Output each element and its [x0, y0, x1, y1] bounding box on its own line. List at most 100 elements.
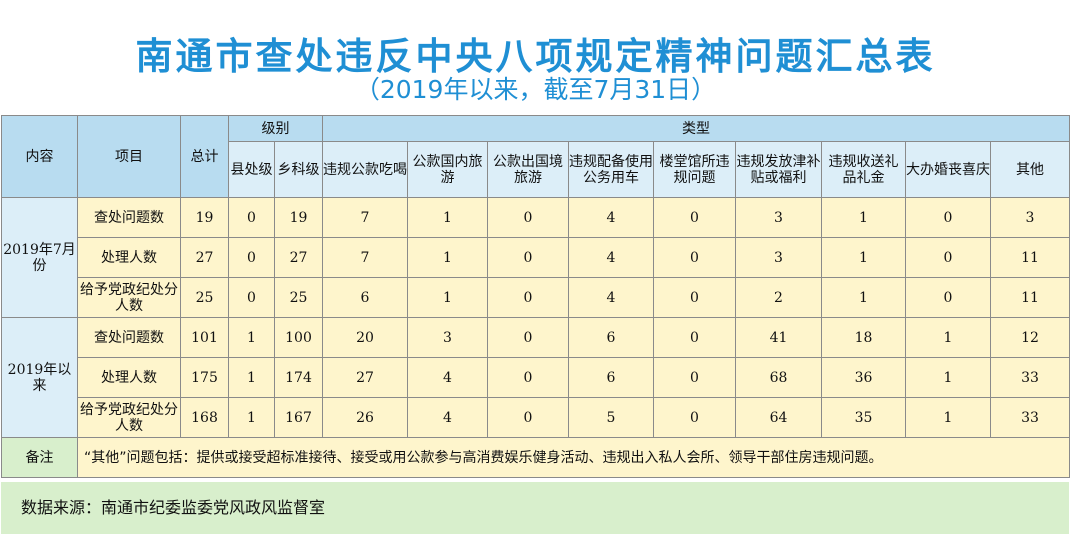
- table-cell: 4: [407, 397, 488, 438]
- table-cell: 1: [228, 357, 275, 398]
- header-type-other: 其他: [989, 141, 1071, 198]
- period-label: 2019年7月份: [1, 197, 78, 318]
- table-cell: 33: [989, 397, 1071, 438]
- table-cell: 6: [568, 357, 654, 398]
- table-cell: 0: [487, 317, 569, 358]
- note-text: “其他”问题包括：提供或接受超标准接待、接受或用公款参与高消费娱乐健身活动、违规…: [76, 437, 1071, 478]
- table-cell: 35: [821, 397, 906, 438]
- table-cell: 25: [180, 277, 229, 318]
- table-cell: 1: [407, 197, 488, 238]
- row-item-label: 处理人数: [77, 357, 181, 398]
- table-cell: 4: [568, 237, 654, 278]
- table-cell: 18: [821, 317, 906, 358]
- table-cell: 0: [653, 397, 736, 438]
- table-cell: 0: [487, 197, 569, 238]
- summary-table: 内容 项目 总计 级别 类型 县处级 乡科级 违规公款吃喝 公款国内旅游 公款出…: [1, 115, 1071, 478]
- table-cell: 175: [180, 357, 229, 398]
- table-cell: 7: [322, 197, 408, 238]
- note-label: 备注: [1, 437, 78, 478]
- table-cell: 1: [905, 397, 991, 438]
- table-cell: 5: [568, 397, 654, 438]
- table-cell: 1: [905, 357, 991, 398]
- header-type-subsidies: 违规发放津补贴或福利: [735, 141, 822, 198]
- table-cell: 174: [274, 357, 323, 398]
- header-content: 内容: [1, 115, 78, 198]
- table-cell: 100: [274, 317, 323, 358]
- table-cell: 167: [274, 397, 323, 438]
- table-cell: 26: [322, 397, 408, 438]
- page-title: 南通市查处违反中央八项规定精神问题汇总表: [135, 35, 936, 78]
- table-row: 2019年以来 查处问题数 101 1 100 20 3 0 6 0 41 18 1 12: [1, 317, 1071, 438]
- table-cell: 0: [905, 237, 991, 278]
- table-cell: 4: [568, 197, 654, 238]
- table-cell: 101: [180, 317, 229, 358]
- table-cell: 25: [274, 277, 323, 318]
- header-type-official-car: 违规配备使用公务用车: [568, 141, 654, 198]
- header-item: 项目: [77, 115, 181, 198]
- table-cell: 0: [228, 237, 275, 278]
- row-item-label: 查处问题数: [77, 197, 181, 238]
- table-cell: 19: [274, 197, 323, 238]
- table-row: 给予党政纪处分人数 168 1 167 26 4 0 5 0 64 35 1 33: [2, 397, 1071, 438]
- table-cell: 0: [905, 277, 991, 318]
- table-cell: 0: [487, 397, 569, 438]
- table-cell: 64: [735, 397, 822, 438]
- row-item-label: 查处问题数: [77, 317, 181, 358]
- table-cell: 1: [821, 277, 906, 318]
- table-row: 处理人数 175 1 174 27 4 0 6 0 68 36 1 33: [2, 357, 1071, 398]
- table-cell: 1: [821, 197, 906, 238]
- table-cell: 3: [735, 237, 822, 278]
- row-item-label: 给予党政纪处分人数: [77, 397, 181, 438]
- header-type-buildings: 楼堂馆所违规问题: [653, 141, 736, 198]
- header-type: 类型: [321, 115, 1071, 142]
- table-cell: 2: [735, 277, 822, 318]
- table-cell: 0: [653, 237, 736, 278]
- period-label: 2019年以来: [1, 317, 78, 438]
- table-cell: 19: [180, 197, 229, 238]
- table-cell: 0: [487, 277, 569, 318]
- header-type-gifts: 违规收送礼品礼金: [821, 141, 906, 198]
- table-cell: 0: [905, 197, 991, 238]
- row-item-label: 处理人数: [77, 237, 181, 278]
- table-cell: 3: [989, 197, 1071, 238]
- table-row: 给予党政纪处分人数 25 0 25 6 1 0 4 0 2 1 0 11: [2, 277, 1071, 318]
- table-cell: 27: [322, 357, 408, 398]
- table-cell: 68: [735, 357, 822, 398]
- page-subtitle: （2019年以来，截至7月31日）: [354, 75, 717, 104]
- table-cell: 36: [821, 357, 906, 398]
- table-cell: 7: [322, 237, 408, 278]
- table-cell: 1: [407, 237, 488, 278]
- header-level-county: 县处级: [228, 141, 275, 198]
- table-cell: 6: [322, 277, 408, 318]
- data-source: 数据来源：南通市纪委监委党风政风监督室: [1, 482, 1069, 534]
- table-cell: 12: [989, 317, 1071, 358]
- header-type-dining: 违规公款吃喝: [322, 141, 408, 198]
- table-cell: 0: [653, 317, 736, 358]
- table-cell: 27: [274, 237, 323, 278]
- table-row: 2019年7月份 查处问题数 19 0 19 7 1 0 4 0 3 1 0 3: [1, 197, 1071, 318]
- header-total: 总计: [180, 115, 229, 198]
- header-level: 级别: [228, 115, 323, 142]
- header-type-overseas-travel: 公款出国境旅游: [487, 141, 569, 198]
- table-cell: 168: [180, 397, 229, 438]
- header-type-domestic-travel: 公款国内旅游: [407, 141, 488, 198]
- table-cell: 0: [653, 357, 736, 398]
- table-cell: 4: [568, 277, 654, 318]
- table-cell: 27: [180, 237, 229, 278]
- table-cell: 1: [821, 237, 906, 278]
- header-level-township: 乡科级: [274, 141, 323, 198]
- header-type-weddings-funerals: 大办婚丧喜庆: [905, 141, 991, 198]
- table-cell: 1: [407, 277, 488, 318]
- table-cell: 6: [568, 317, 654, 358]
- table-cell: 0: [653, 197, 736, 238]
- table-cell: 1: [228, 317, 275, 358]
- table-cell: 3: [407, 317, 488, 358]
- table-cell: 4: [407, 357, 488, 398]
- table-cell: 0: [228, 197, 275, 238]
- table-cell: 41: [735, 317, 822, 358]
- row-item-label: 给予党政纪处分人数: [77, 277, 181, 318]
- table-cell: 0: [653, 277, 736, 318]
- table-cell: 0: [487, 237, 569, 278]
- table-row: 处理人数 27 0 27 7 1 0 4 0 3 1 0 11: [2, 237, 1071, 278]
- table-cell: 0: [487, 357, 569, 398]
